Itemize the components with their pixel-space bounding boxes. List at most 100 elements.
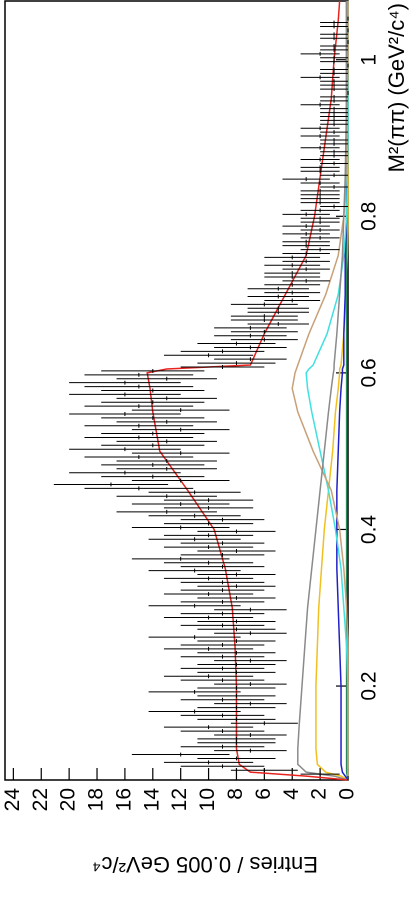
data-point — [163, 576, 254, 581]
data-point — [69, 380, 181, 385]
data-point — [163, 615, 254, 620]
data-point — [197, 705, 276, 710]
x-tick-label: 0.2 — [358, 671, 381, 700]
data-point — [148, 603, 241, 608]
data-point — [300, 200, 340, 205]
data-point — [84, 384, 194, 389]
data-point — [320, 149, 348, 154]
y-tick-label: 8 — [224, 788, 247, 800]
data-point — [180, 599, 265, 604]
data-point — [214, 733, 287, 737]
data-point — [148, 568, 241, 573]
data-point — [180, 654, 265, 659]
data-point — [264, 282, 321, 287]
y-axis-title: Entries / 0.005 GeV²/c⁴ — [92, 852, 318, 877]
data-point — [197, 627, 276, 632]
data-point — [320, 24, 348, 29]
data-point — [197, 670, 276, 675]
data-point — [320, 83, 348, 88]
data-point — [197, 572, 276, 577]
data-point — [282, 239, 330, 244]
data-point — [230, 302, 298, 307]
data-point — [320, 114, 348, 119]
data-point — [230, 721, 298, 726]
data-point — [180, 678, 265, 683]
data-point — [247, 294, 309, 299]
fit-curve — [315, 1, 349, 781]
data-point — [53, 482, 169, 487]
data-point — [282, 251, 330, 256]
data-point — [180, 564, 265, 569]
data-point — [163, 533, 254, 538]
data-point — [230, 318, 298, 322]
data-point — [148, 635, 241, 640]
data-point — [300, 134, 340, 139]
y-tick-label: 22 — [29, 788, 52, 811]
data-point — [197, 717, 276, 722]
data-point — [247, 306, 309, 311]
data-point — [320, 79, 348, 84]
data-point — [197, 341, 276, 346]
y-tick-label: 10 — [196, 788, 219, 811]
data-point — [264, 263, 321, 268]
data-point — [300, 188, 340, 193]
fit-curve — [305, 1, 349, 780]
data-point — [163, 505, 254, 510]
data-point — [131, 451, 230, 456]
data-point — [131, 525, 230, 530]
data-point — [163, 498, 254, 503]
data-point — [197, 619, 276, 624]
data-point — [300, 165, 340, 170]
data-point — [180, 541, 265, 546]
data-point — [197, 549, 276, 553]
data-point — [320, 67, 348, 72]
data-point — [320, 98, 348, 103]
data-point — [300, 220, 340, 225]
rotated-plot: M²(ππ) (GeV²/c⁴) Entries / 0.005 GeV²/c⁴… — [1, 0, 409, 877]
data-point — [163, 592, 254, 597]
y-tick-label: 6 — [252, 788, 275, 800]
data-point — [197, 650, 276, 655]
data-point — [320, 20, 348, 25]
data-point — [101, 415, 205, 420]
data-point — [116, 376, 217, 381]
data-point — [264, 298, 321, 303]
data-point — [180, 580, 265, 585]
data-point — [282, 224, 330, 229]
data-point — [320, 59, 348, 64]
data-point — [264, 275, 321, 279]
data-point — [300, 235, 340, 240]
data-point — [101, 474, 205, 479]
data-point — [84, 435, 194, 440]
data-point — [214, 748, 287, 753]
data-point — [320, 184, 348, 189]
y-tick-label: 12 — [168, 788, 191, 811]
y-tick-label: 14 — [140, 788, 163, 812]
data-point — [163, 725, 254, 730]
data-point — [131, 408, 230, 413]
data-point — [180, 744, 265, 749]
data-point — [101, 388, 205, 393]
data-point — [197, 693, 276, 698]
data-point — [116, 459, 217, 463]
data-point — [300, 192, 340, 197]
data-point — [180, 713, 265, 718]
data-point — [247, 310, 309, 315]
y-tick-label: 24 — [1, 788, 24, 812]
data-point — [131, 502, 230, 506]
data-point — [320, 204, 348, 209]
data-point — [84, 423, 194, 428]
data-point — [320, 153, 348, 158]
data-point — [131, 478, 230, 483]
data-point — [214, 345, 287, 350]
y-tick-label: 16 — [112, 788, 135, 811]
data-point — [320, 47, 348, 52]
data-point — [320, 36, 348, 41]
data-point — [197, 740, 276, 745]
data-point — [320, 161, 348, 166]
data-point — [282, 259, 330, 264]
data-point — [320, 32, 348, 37]
data-point — [300, 247, 340, 252]
x-axis-title: M²(ππ) (GeV²/c⁴) — [384, 3, 409, 172]
